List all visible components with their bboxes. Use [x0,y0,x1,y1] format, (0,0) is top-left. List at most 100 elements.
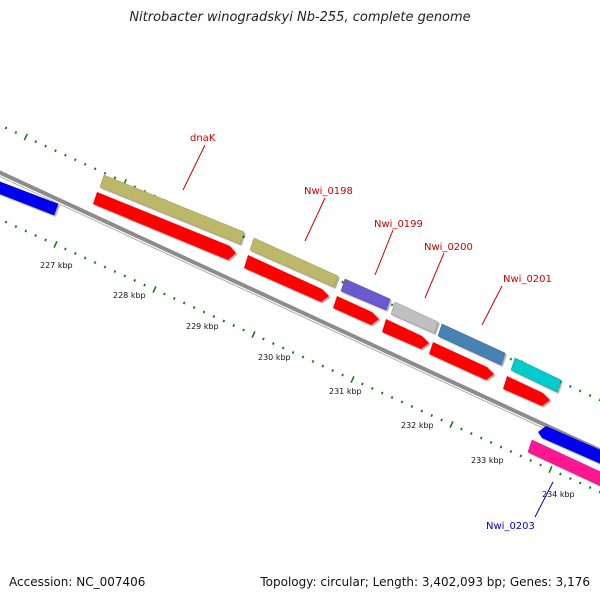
inner-minor-tick [380,391,384,395]
inner-minor-tick [163,292,166,296]
inner-minor-tick [172,297,176,300]
inner-minor-tick [182,301,186,305]
inner-minor-tick [93,261,97,264]
outer-minor-tick [390,303,394,307]
inner-minor-tick [420,409,424,413]
gene-Nwi_0202-arrow [538,426,600,464]
inner-minor-tick [133,279,137,282]
inner-minor-tick [321,364,325,368]
inner-major-tick [548,465,553,474]
inner-minor-tick [519,454,523,458]
inner-minor-tick [64,247,67,251]
inner-minor-tick [479,436,483,440]
outer-minor-tick [242,235,245,239]
gene-label-Nwi_0203: Nwi_0203 [486,521,535,532]
inner-minor-tick [529,459,533,462]
inner-minor-tick [588,486,592,489]
outer-minor-tick [44,144,47,148]
inner-minor-tick [499,445,503,449]
inner-minor-tick [460,427,463,431]
gene-label-Nwi_0200: Nwi_0200 [424,242,473,253]
inner-minor-tick [222,319,226,323]
inner-minor-tick [509,450,513,453]
outer-minor-tick [4,126,8,130]
inner-minor-tick [44,238,47,242]
inner-minor-tick [123,274,127,278]
inner-minor-tick [291,351,295,354]
inner-minor-tick [568,477,572,480]
cds-arrow-Nwi_0198 [244,255,329,302]
outer-minor-tick [14,131,18,134]
inner-minor-tick [103,265,107,269]
gene-Nwi_0198-block [249,237,339,288]
inner-minor-tick [539,463,542,467]
leader-dnaK [182,144,206,191]
gene-Nwi_0200-block [390,301,439,334]
gene-label-Nwi_0199: Nwi_0199 [374,219,423,230]
cds-arrow-Nwi_0199 [333,296,379,325]
inner-minor-tick [559,472,562,476]
inner-minor-tick [242,328,245,332]
inner-minor-tick [430,414,434,417]
gene-Nwi_0203-block [527,439,600,486]
tick-label-229: 229 kbp [186,322,219,331]
gene-Nwi_0201-block [437,323,506,366]
inner-tick-track [4,220,600,494]
outer-minor-tick [578,389,582,393]
outer-minor-tick [93,167,97,171]
inner-minor-tick [370,387,374,390]
forward-strand-genes [0,174,562,393]
cds-arrow-dnaK [93,192,236,260]
tick-label-227: 227 kbp [40,261,73,270]
outer-minor-tick [73,158,77,162]
gene-teal-block [510,357,562,393]
inner-major-tick [53,240,58,249]
inner-minor-tick [262,337,265,341]
gene-label-group: dnaK Nwi_0198 Nwi_0199 Nwi_0200 Nwi_0201… [190,133,552,532]
outer-minor-tick [509,357,513,361]
inner-minor-tick [578,481,582,485]
cds-arrow-teal [503,376,550,406]
inner-minor-tick [271,342,275,345]
genome-backbone [0,170,600,453]
tick-label-230: 230 kbp [258,353,291,362]
outer-minor-tick [341,280,344,284]
inner-minor-tick [24,229,28,233]
label-leaders [182,144,554,518]
inner-minor-tick [4,220,8,224]
leader-Nwi_0203 [534,481,554,518]
inner-minor-tick [341,373,344,377]
outer-minor-tick [113,176,117,180]
inner-major-tick [449,420,454,429]
inner-minor-tick [331,369,335,372]
gene-label-Nwi_0198: Nwi_0198 [304,186,353,197]
outer-minor-tick [54,149,57,153]
outer-minor-tick [83,162,87,166]
accession-text: Accession: NC_007406 [9,575,146,589]
inner-minor-tick [281,346,285,350]
inner-minor-tick [232,324,236,327]
cds-arrow-Nwi_0200 [382,319,429,349]
tick-label-group: 227 kbp 228 kbp 229 kbp 230 kbp 231 kbp … [40,261,575,499]
leader-Nwi_0198 [304,197,326,242]
inner-major-tick [251,330,256,339]
inner-minor-tick [113,270,117,273]
leader-Nwi_0199 [374,229,394,276]
cds-arrows [93,192,550,406]
map-title: Nitrobacter winogradskyi Nb-255, complet… [129,10,471,25]
inner-major-tick [152,285,157,294]
inner-minor-tick [202,310,206,314]
inner-minor-tick [212,315,216,318]
inner-major-tick [350,375,355,384]
inner-minor-tick [34,234,38,237]
tick-label-231: 231 kbp [329,387,362,396]
outer-minor-tick [64,153,67,157]
inner-minor-tick [390,396,394,399]
inner-minor-tick [311,360,315,363]
tick-label-228: 228 kbp [113,291,146,300]
outer-minor-tick [103,171,107,175]
inner-minor-tick [192,306,196,309]
inner-minor-tick [440,418,443,422]
gene-blue-left-block [0,181,59,216]
